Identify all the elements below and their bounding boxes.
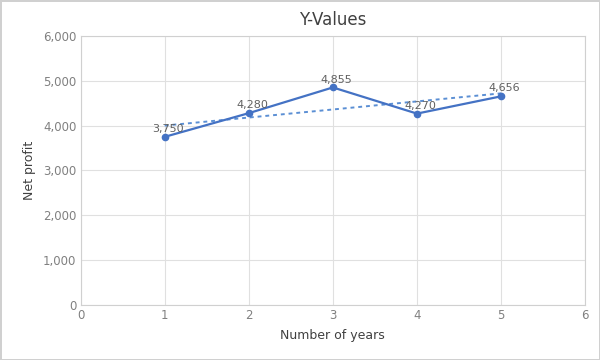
- Title: Y-Values: Y-Values: [299, 11, 367, 29]
- Text: 4,855: 4,855: [320, 75, 352, 85]
- X-axis label: Number of years: Number of years: [280, 329, 385, 342]
- Text: 4,656: 4,656: [488, 84, 520, 94]
- Y-axis label: Net profit: Net profit: [23, 141, 36, 200]
- Text: 3,750: 3,750: [152, 124, 184, 134]
- Text: 4,270: 4,270: [404, 101, 436, 111]
- Text: 4,280: 4,280: [236, 100, 268, 110]
